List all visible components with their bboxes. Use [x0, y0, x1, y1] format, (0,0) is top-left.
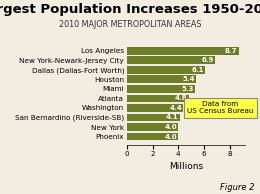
Text: 4.0: 4.0	[165, 133, 177, 139]
Bar	[127, 113, 180, 121]
Bar	[127, 66, 205, 74]
X-axis label: Millions: Millions	[169, 162, 203, 171]
Bar	[127, 123, 178, 131]
Bar	[127, 94, 188, 102]
Bar	[127, 104, 183, 112]
Text: 4.8: 4.8	[175, 95, 187, 101]
Text: 6.9: 6.9	[202, 57, 214, 63]
Text: 8.7: 8.7	[225, 48, 238, 54]
Text: 4.1: 4.1	[166, 114, 179, 120]
Text: 4.4: 4.4	[170, 105, 182, 111]
Text: 6.1: 6.1	[192, 67, 204, 73]
Text: Figure 2: Figure 2	[220, 183, 255, 192]
Text: 2010 MAJOR METROPOLITAN AREAS: 2010 MAJOR METROPOLITAN AREAS	[59, 20, 201, 29]
Text: 5.3: 5.3	[181, 86, 194, 92]
Text: Largest Population Increases 1950-2010: Largest Population Increases 1950-2010	[0, 3, 260, 16]
Text: Data from
US Census Bureau: Data from US Census Bureau	[187, 101, 254, 114]
Text: 5.4: 5.4	[183, 76, 195, 82]
Bar	[127, 75, 196, 83]
Text: 4.0: 4.0	[165, 124, 177, 130]
Bar	[127, 47, 239, 55]
Bar	[127, 85, 195, 93]
Bar	[127, 56, 216, 64]
Bar	[127, 133, 178, 140]
